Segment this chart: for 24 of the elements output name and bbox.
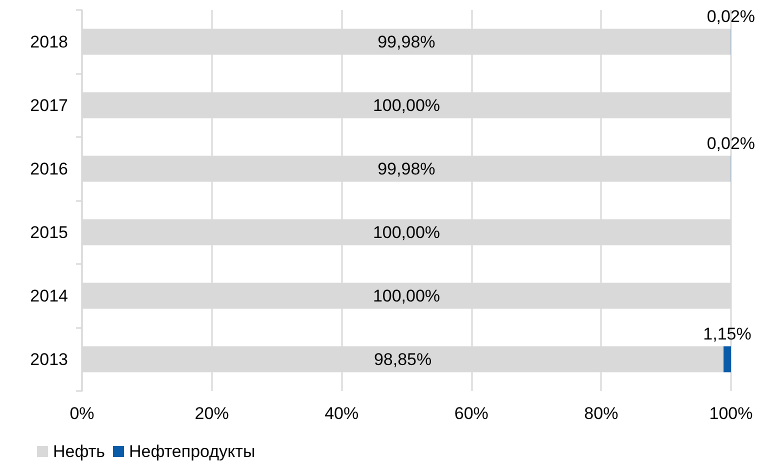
y-tick-label: 2014 — [30, 286, 68, 306]
legend-label: Нефтепродукты — [128, 442, 256, 461]
y-tick-label: 2018 — [30, 32, 68, 52]
data-label: 100,00% — [372, 96, 440, 115]
y-tick-label: 2013 — [30, 350, 68, 369]
data-label: 99,98% — [378, 159, 436, 178]
y-tick-label: 2017 — [30, 96, 68, 115]
x-tick-label: 0% — [70, 404, 94, 423]
data-label: 1,15% — [703, 324, 752, 344]
x-tick-label: 80% — [584, 404, 618, 423]
bar — [724, 346, 731, 372]
y-tick-label: 2015 — [30, 222, 68, 242]
x-tick-label: 40% — [324, 404, 359, 423]
x-tick-label: 60% — [454, 404, 488, 423]
data-label: 0,02% — [706, 134, 756, 153]
data-label: 98,85% — [374, 350, 432, 369]
y-tick-label: 2016 — [30, 159, 68, 178]
data-label: 100,00% — [372, 286, 440, 306]
legend-label: Нефть — [53, 442, 106, 461]
data-label: 0,02% — [706, 6, 756, 26]
x-tick-label: 20% — [194, 404, 229, 423]
x-tick-label: 100% — [709, 404, 753, 423]
data-label: 100,00% — [372, 222, 440, 242]
data-label: 99,98% — [378, 32, 436, 52]
